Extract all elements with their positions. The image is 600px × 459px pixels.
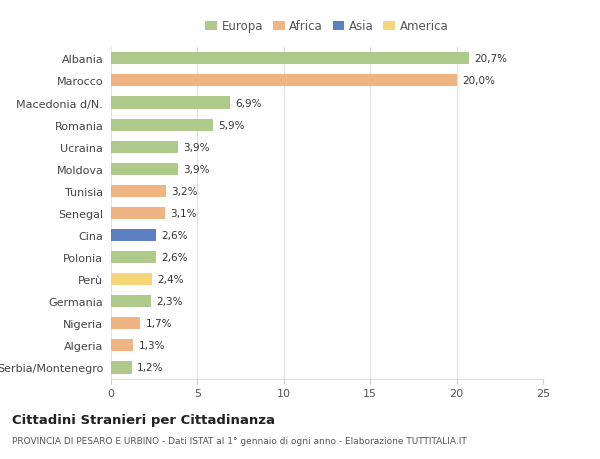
Bar	[111, 75, 457, 87]
Bar	[111, 119, 213, 131]
Text: 2,3%: 2,3%	[156, 297, 182, 307]
Text: 1,2%: 1,2%	[137, 363, 163, 373]
Text: 3,2%: 3,2%	[172, 186, 198, 196]
Text: PROVINCIA DI PESARO E URBINO - Dati ISTAT al 1° gennaio di ogni anno - Elaborazi: PROVINCIA DI PESARO E URBINO - Dati ISTA…	[12, 436, 467, 445]
Bar	[111, 296, 151, 308]
Bar	[111, 362, 132, 374]
Bar	[111, 53, 469, 65]
Text: 6,9%: 6,9%	[235, 98, 262, 108]
Text: 1,7%: 1,7%	[146, 319, 172, 329]
Text: 20,7%: 20,7%	[474, 54, 507, 64]
Bar	[111, 340, 133, 352]
Text: 2,6%: 2,6%	[161, 252, 188, 263]
Bar	[111, 141, 178, 153]
Text: 2,4%: 2,4%	[158, 274, 184, 285]
Bar	[111, 163, 178, 175]
Text: 5,9%: 5,9%	[218, 120, 245, 130]
Text: 3,9%: 3,9%	[184, 164, 210, 174]
Bar	[111, 318, 140, 330]
Text: 2,6%: 2,6%	[161, 230, 188, 241]
Bar	[111, 207, 164, 219]
Bar	[111, 185, 166, 197]
Bar	[111, 252, 156, 263]
Bar	[111, 274, 152, 285]
Legend: Europa, Africa, Asia, America: Europa, Africa, Asia, America	[203, 18, 451, 36]
Bar	[111, 97, 230, 109]
Text: Cittadini Stranieri per Cittadinanza: Cittadini Stranieri per Cittadinanza	[12, 413, 275, 426]
Bar	[111, 230, 156, 241]
Text: 3,9%: 3,9%	[184, 142, 210, 152]
Text: 20,0%: 20,0%	[462, 76, 494, 86]
Text: 3,1%: 3,1%	[170, 208, 196, 218]
Text: 1,3%: 1,3%	[139, 341, 165, 351]
